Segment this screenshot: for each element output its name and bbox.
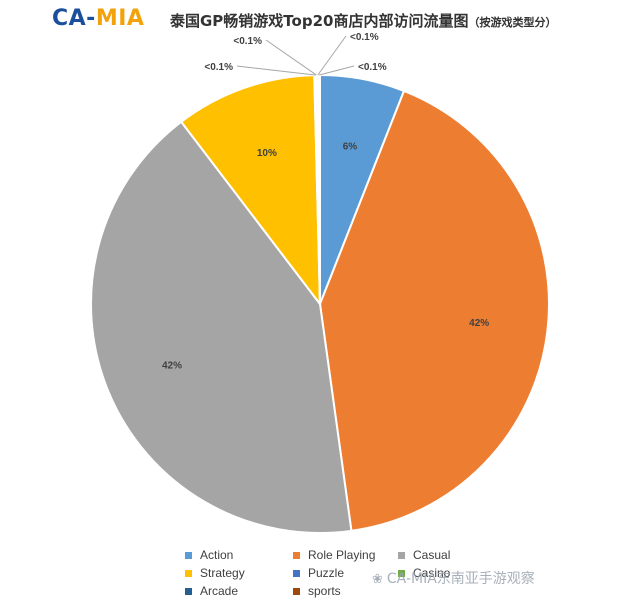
legend-item-casino: Casino: [398, 566, 450, 580]
legend-item-arcade: Arcade: [185, 584, 238, 598]
chart-legend: Action Role Playing Casual Strategy Puzzle Ca…: [185, 548, 475, 604]
legend-label-strategy: Strategy: [200, 566, 245, 580]
wechat-icon: ❀: [372, 572, 383, 587]
legend-swatch-strategy: [185, 569, 192, 577]
ca-mia-logo: CA-MIA: [52, 6, 144, 31]
data-label-arcade: <0.1%: [350, 32, 379, 43]
leader-line-arcade: [317, 35, 347, 76]
data-label-casual: 42%: [162, 361, 182, 372]
legend-label-action: Action: [200, 548, 234, 562]
data-label-action: 6%: [343, 142, 358, 153]
legend-item-sports: sports: [293, 584, 341, 598]
chart-title-sub: （按游戏类型分）: [468, 16, 557, 29]
legend-item-puzzle: Puzzle: [293, 566, 344, 580]
legend-item-role-playing: Role Playing: [293, 548, 375, 562]
legend-swatch-casual: [398, 551, 405, 559]
legend-label-sports: sports: [308, 584, 341, 598]
legend-item-strategy: Strategy: [185, 566, 245, 580]
legend-label-role-playing: Role Playing: [308, 548, 376, 562]
leader-line-sports: [319, 65, 355, 76]
legend-swatch-puzzle: [293, 569, 300, 577]
watermark-text: CA-MIA东南亚手游观察: [386, 571, 535, 587]
pie-slice-role-playing: [318, 89, 550, 532]
data-label-puzzle: <0.1%: [204, 62, 233, 73]
legend-label-puzzle: Puzzle: [308, 566, 345, 580]
legend-label-arcade: Arcade: [200, 584, 239, 598]
legend-swatch-casino: [398, 569, 405, 577]
chart-title: 泰国GP畅销游戏Top20商店内部访问流量图（按游戏类型分）: [170, 10, 556, 31]
legend-item-action: Action: [185, 548, 233, 562]
legend-swatch-action: [185, 551, 192, 559]
data-label-sports: <0.1%: [358, 62, 387, 73]
data-label-strategy: 10%: [257, 148, 277, 159]
data-label-role-playing: 42%: [469, 318, 489, 329]
logo-part-mia: MIA: [95, 6, 145, 31]
leader-line-puzzle: [236, 65, 316, 76]
chart-title-main: 泰国GP畅销游戏Top20商店内部访问流量图: [170, 12, 469, 30]
legend-swatch-role-playing: [293, 551, 300, 559]
data-label-casino: <0.1%: [233, 36, 262, 47]
legend-swatch-arcade: [185, 587, 192, 595]
logo-part-ca: CA-: [52, 6, 96, 31]
chart-header: CA-MIA 泰国GP畅销游戏Top20商店内部访问流量图（按游戏类型分）: [0, 0, 640, 40]
leader-line-casino: [265, 39, 317, 76]
watermark: ❀ CA-MIA东南亚手游观察: [372, 568, 535, 588]
pie-slice-strategy: [179, 74, 322, 308]
legend-label-casino: Casino: [413, 566, 451, 580]
pie-slice-casual: [90, 120, 353, 534]
legend-item-casual: Casual: [398, 548, 450, 562]
legend-swatch-sports: [293, 587, 300, 595]
legend-label-casual: Casual: [413, 548, 451, 562]
